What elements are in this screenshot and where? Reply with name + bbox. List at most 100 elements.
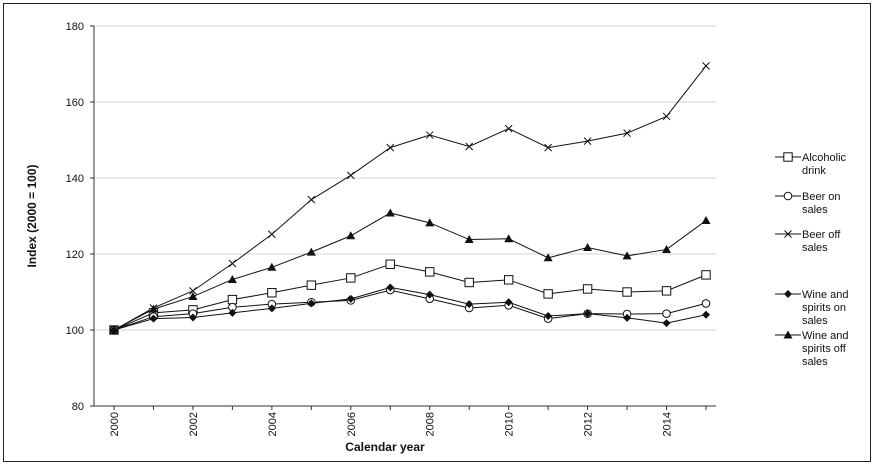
point-beer-off-sales-2007-stroke-b (386, 143, 395, 152)
point-wine-and-spirits-on-sales-2006 (346, 294, 355, 303)
point-wine-and-spirits-off-sales-2011 (543, 253, 553, 262)
point-alcoholic-drink-2007 (385, 259, 395, 269)
point-alcoholic-drink-2008 (425, 267, 435, 277)
point-beer-off-sales-2015 (702, 62, 710, 70)
point-beer-off-sales-2008-stroke-b (425, 131, 434, 139)
point-beer-off-sales-2013 (623, 129, 631, 138)
point-beer-off-sales-2008 (425, 131, 434, 139)
y-tick-label-120: 120 (66, 249, 84, 261)
point-beer-off-sales-2003 (228, 259, 237, 268)
legend-label-alcoholic-drink-0: Alcoholic (802, 152, 847, 164)
point-wine-and-spirits-off-sales-2004 (267, 262, 277, 271)
point-beer-off-sales-2011-stroke-b (544, 143, 552, 152)
point-wine-and-spirits-off-sales-2010 (504, 234, 514, 243)
legend-label-beer-on-sales-1: sales (802, 204, 828, 216)
point-beer-off-sales-2010 (504, 124, 513, 133)
y-tick-label-160: 160 (66, 97, 84, 109)
point-beer-off-sales-2002-stroke-b (189, 287, 197, 295)
point-wine-and-spirits-off-sales-2008 (425, 218, 435, 227)
point-alcoholic-drink-2012 (582, 284, 593, 294)
point-alcoholic-drink-2011 (543, 289, 553, 299)
point-beer-on-sales-2014 (662, 309, 671, 318)
point-alcoholic-drink-2005 (306, 280, 317, 290)
point-beer-off-sales-2006 (346, 171, 355, 180)
point-wine-and-spirits-on-sales-2003 (228, 308, 237, 317)
point-wine-and-spirits-off-sales-2013 (622, 251, 632, 260)
point-alcoholic-drink-2013 (622, 287, 632, 297)
x-axis-title: Calendar year (345, 440, 425, 454)
y-tick-labels: 80 100 120 140 160 180 (66, 21, 84, 413)
y-tick-label-80: 80 (72, 401, 84, 413)
series-line-wine-and-spirits-on-sales (113, 286, 707, 331)
point-wine-and-spirits-off-sales-2015 (701, 216, 711, 225)
legend-marker-beer-off-sales (784, 230, 792, 238)
y-axis-title: Index (2000 = 100) (25, 164, 39, 267)
point-wine-and-spirits-on-sales-2001 (149, 314, 158, 323)
legend-label-wine-and-spirits-on-sales-1: spirits on (802, 302, 846, 314)
point-beer-off-sales-2009 (465, 142, 474, 151)
legend-marker-beer-on-sales (783, 191, 793, 201)
legend-label-wine-and-spirits-on-sales-2: sales (802, 315, 828, 327)
axes (90, 25, 716, 410)
point-beer-off-sales-2002 (189, 287, 197, 295)
point-wine-and-spirits-on-sales-2013 (623, 313, 632, 322)
x-tick-label-2008: 2008 (425, 412, 437, 436)
point-wine-and-spirits-on-sales-2007 (386, 283, 395, 292)
legend-label-wine-and-spirits-off-sales-2: sales (802, 356, 828, 368)
y-tick-label-140: 140 (66, 173, 84, 185)
x-tick-labels: 2000 2002 2004 2006 2008 2010 2012 2014 (109, 412, 674, 436)
point-beer-off-sales-2004 (268, 230, 276, 239)
point-beer-off-sales-2012 (583, 137, 592, 145)
point-wine-and-spirits-on-sales-2010 (504, 298, 513, 307)
x-tick-label-2000: 2000 (109, 412, 121, 436)
point-beer-off-sales-2011 (544, 143, 552, 152)
x-tick-label-2014: 2014 (662, 412, 674, 436)
point-wine-and-spirits-on-sales-2009 (465, 300, 474, 309)
point-wine-and-spirits-off-sales-2005 (306, 247, 316, 256)
point-wine-and-spirits-off-sales-2001 (148, 304, 158, 313)
legend-label-wine-and-spirits-on-sales-0: Wine and (802, 289, 848, 301)
point-wine-and-spirits-on-sales-2015 (702, 310, 710, 319)
point-beer-off-sales-2004-stroke-b (268, 230, 276, 239)
point-wine-and-spirits-on-sales-2012 (583, 309, 592, 318)
point-beer-off-sales-2015-stroke-b (702, 62, 710, 70)
point-wine-and-spirits-on-sales-2005 (307, 299, 316, 308)
point-wine-and-spirits-on-sales-2011 (544, 311, 553, 320)
x-tick-label-2002: 2002 (188, 412, 200, 436)
legend-label-wine-and-spirits-off-sales-0: Wine and (802, 330, 848, 342)
point-wine-and-spirits-off-sales-2000 (109, 325, 119, 334)
point-beer-off-sales-2006-stroke-b (346, 171, 355, 180)
point-beer-off-sales-2009-stroke-b (465, 142, 474, 151)
chart-frame: 80 100 120 140 160 180 2000 2002 2004 2006 2008 20… (3, 3, 871, 462)
series-line-wine-and-spirits-off-sales (113, 212, 707, 331)
point-alcoholic-drink-2015 (701, 270, 711, 280)
series-line-beer-off-sales (113, 65, 707, 331)
point-beer-off-sales-2003-stroke-b (228, 259, 237, 268)
x-tick-label-2004: 2004 (267, 412, 279, 436)
series-lines (113, 65, 707, 331)
point-wine-and-spirits-on-sales-2014 (662, 319, 671, 328)
y-tick-label-180: 180 (66, 21, 84, 33)
point-alcoholic-drink-2014 (661, 286, 672, 296)
point-alcoholic-drink-2004 (267, 288, 277, 298)
series-markers (109, 62, 711, 335)
point-wine-and-spirits-off-sales-2003 (227, 274, 237, 283)
x-tick-label-2012: 2012 (583, 412, 595, 436)
point-wine-and-spirits-off-sales-2007 (385, 208, 395, 217)
legend-label-wine-and-spirits-off-sales-1: spirits off (802, 343, 847, 355)
legend-marker-alcoholic-drink (783, 152, 793, 162)
point-wine-and-spirits-off-sales-2012 (583, 243, 593, 252)
point-wine-and-spirits-on-sales-2004 (267, 304, 276, 313)
point-beer-off-sales-2012-stroke-b (583, 137, 592, 145)
legend-label-alcoholic-drink-1: drink (802, 165, 826, 177)
y-tick-label-100: 100 (66, 325, 84, 337)
x-tick-label-2006: 2006 (346, 412, 358, 436)
point-beer-off-sales-2007 (386, 143, 395, 152)
point-alcoholic-drink-2003 (227, 294, 238, 305)
point-beer-off-sales-2010-stroke-b (504, 124, 513, 133)
legend-label-beer-on-sales-0: Beer on (802, 191, 841, 203)
